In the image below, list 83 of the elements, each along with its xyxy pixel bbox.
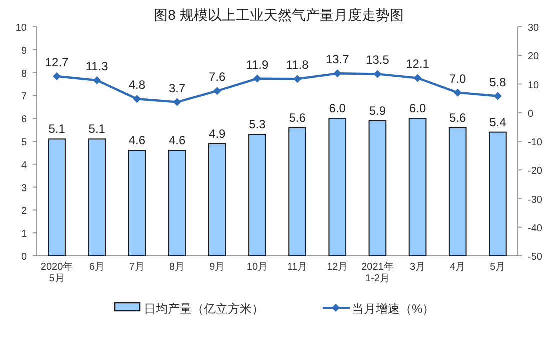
point bbox=[294, 75, 302, 84]
data-label: 5.8 bbox=[490, 75, 507, 90]
x-tick-label: 5月 bbox=[490, 262, 506, 273]
point bbox=[374, 70, 382, 78]
point bbox=[414, 74, 422, 82]
bar bbox=[168, 150, 186, 256]
y-tick-label: 9 bbox=[21, 46, 28, 57]
data-label: 5.1 bbox=[88, 122, 106, 136]
point bbox=[494, 92, 502, 100]
x-tick-label: 12月 bbox=[327, 262, 348, 273]
bar bbox=[208, 143, 226, 256]
x-tick-label: 6月 bbox=[89, 262, 105, 273]
data-label: 5.3 bbox=[249, 118, 266, 132]
data-label: 4.6 bbox=[168, 134, 186, 148]
data-label: 6.0 bbox=[409, 102, 426, 116]
x-tick-label: 2020年 5月 bbox=[40, 261, 74, 284]
point bbox=[454, 88, 462, 97]
bar bbox=[328, 118, 347, 256]
y2-tick-label: 0 bbox=[528, 108, 534, 120]
x-tick-label: 4月 bbox=[450, 262, 466, 273]
y2-tick-label: -20 bbox=[528, 166, 543, 178]
legend-label: 日均产量（亿立方米） bbox=[144, 302, 264, 316]
x-tick-label: 3月 bbox=[410, 262, 426, 273]
point bbox=[213, 87, 222, 96]
chart-title: 图8 规模以上工业天然气产量月度走势图 bbox=[154, 7, 404, 23]
data-label: 7.6 bbox=[209, 70, 226, 84]
point bbox=[253, 74, 262, 83]
data-label: 6.0 bbox=[329, 102, 346, 116]
data-label: 3.7 bbox=[168, 81, 186, 96]
data-label: 5.6 bbox=[450, 110, 467, 125]
point bbox=[133, 95, 142, 104]
data-label: 12.1 bbox=[406, 57, 430, 72]
point bbox=[93, 76, 102, 85]
bar bbox=[489, 132, 507, 256]
y-tick-label: 10 bbox=[16, 23, 28, 34]
y-tick-label: 2 bbox=[21, 206, 28, 218]
data-label: 4.8 bbox=[128, 78, 146, 92]
data-label: 5.4 bbox=[490, 115, 507, 130]
bar bbox=[88, 138, 106, 256]
y2-tick-label: 30 bbox=[528, 23, 540, 34]
bar bbox=[368, 120, 387, 256]
point bbox=[334, 70, 342, 78]
y-tick-label: 6 bbox=[21, 114, 28, 126]
data-label: 13.5 bbox=[366, 53, 390, 68]
y2-tick-label: 10 bbox=[528, 80, 540, 92]
data-label: 5.6 bbox=[289, 110, 306, 125]
bar bbox=[248, 134, 266, 256]
data-label: 11.9 bbox=[246, 58, 270, 72]
data-label: 7.0 bbox=[450, 72, 467, 86]
y-tick-label: 1 bbox=[21, 229, 28, 240]
y-tick-label: 0 bbox=[21, 252, 28, 263]
data-label: 4.9 bbox=[209, 126, 226, 141]
data-label: 12.7 bbox=[45, 56, 70, 70]
bar bbox=[448, 127, 467, 256]
y2-tick-label: -50 bbox=[528, 252, 543, 263]
data-label: 5.1 bbox=[48, 122, 66, 136]
bar bbox=[408, 118, 427, 256]
y2-tick-label: -30 bbox=[528, 194, 543, 206]
x-tick-label: 9月 bbox=[210, 262, 226, 273]
y2-tick-label: 20 bbox=[528, 52, 540, 63]
y-tick-label: 4 bbox=[21, 160, 28, 172]
x-tick-label: 10月 bbox=[246, 262, 268, 273]
x-tick-label: 11月 bbox=[287, 262, 308, 273]
data-label: 11.8 bbox=[286, 58, 310, 72]
y-tick-label: 3 bbox=[21, 183, 28, 194]
y2-tick-label: -40 bbox=[528, 223, 543, 234]
data-label: 5.9 bbox=[369, 104, 386, 118]
legend-label: 当月增速（%） bbox=[352, 302, 435, 316]
y2-tick-label: -10 bbox=[528, 138, 543, 148]
data-label: 4.6 bbox=[128, 134, 146, 148]
x-tick-label: 7月 bbox=[129, 262, 145, 273]
point bbox=[173, 98, 182, 106]
bar bbox=[128, 150, 146, 256]
bar bbox=[48, 138, 66, 256]
bar bbox=[288, 127, 306, 256]
y-tick-label: 5 bbox=[21, 138, 28, 148]
data-label: 13.7 bbox=[326, 52, 350, 67]
y-tick-label: 8 bbox=[21, 68, 28, 80]
point bbox=[53, 72, 62, 81]
data-label: 11.3 bbox=[86, 60, 109, 74]
x-tick-label: 8月 bbox=[170, 262, 186, 273]
y-tick-label: 7 bbox=[21, 92, 28, 103]
x-tick-label: 2021年 1-2月 bbox=[362, 261, 394, 284]
